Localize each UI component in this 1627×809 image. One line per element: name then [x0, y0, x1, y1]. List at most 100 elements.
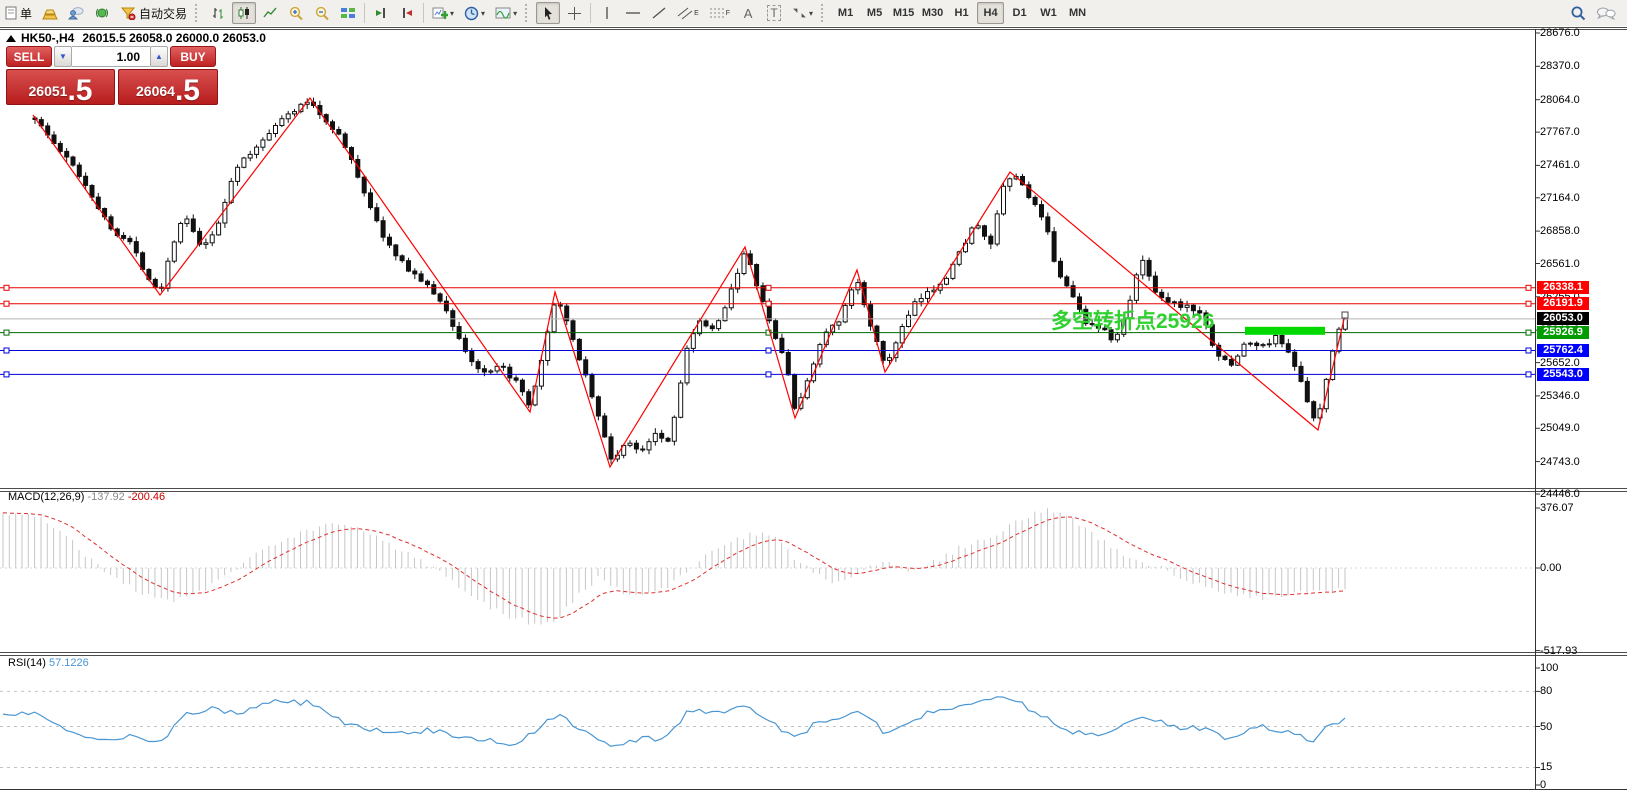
price-level-tag: 25543.0 — [1537, 368, 1589, 381]
line-chart-icon — [262, 6, 278, 20]
timeframe-mn-button[interactable]: MN — [1068, 7, 1087, 19]
rsi-scale-label: 80 — [1540, 685, 1553, 697]
arrows-button[interactable]: ▾ — [788, 2, 817, 24]
metaeditor-button[interactable] — [38, 2, 62, 24]
timeframe-m5-button[interactable]: M5 — [866, 7, 883, 19]
new-order-button[interactable]: 单 — [1, 2, 36, 24]
chart-line-button[interactable] — [258, 2, 282, 24]
zoom-out-icon — [314, 6, 330, 21]
fibonacci-button[interactable]: F — [705, 2, 734, 24]
channel-button[interactable]: E — [673, 2, 703, 24]
label-tool-icon: T — [767, 5, 781, 21]
indicators-button[interactable]: ▾ — [491, 2, 521, 24]
macd-main-value: -137.92 — [87, 491, 125, 503]
price-tick-label: 28064.0 — [1540, 94, 1580, 106]
toolbar-gripper[interactable] — [821, 4, 828, 22]
price-level-tag: 25926.9 — [1537, 326, 1589, 339]
auto-trading-button[interactable]: 自动交易 — [116, 2, 191, 24]
volume-increase-button[interactable]: ▲ — [150, 46, 168, 67]
rsi-scale-label: 0 — [1540, 779, 1547, 791]
new-chart-icon — [432, 6, 449, 20]
person-cloud-icon — [68, 6, 84, 20]
channel-badge: E — [694, 9, 699, 17]
search-button[interactable] — [1566, 2, 1590, 24]
horizontal-line-button[interactable] — [621, 2, 645, 24]
new-order-label: 单 — [20, 6, 33, 21]
text-label-button[interactable]: T — [762, 2, 786, 24]
chart-shift-button[interactable] — [395, 2, 419, 24]
rsi-value: 57.1226 — [48, 657, 89, 669]
zoom-in-button[interactable] — [284, 2, 308, 24]
price-level-tag: 26053.0 — [1537, 312, 1589, 325]
rsi-label: RSI(14) 57.1226 — [8, 657, 89, 669]
price-tick-label: 25346.0 — [1540, 390, 1580, 402]
profiles-button[interactable]: ▾ — [460, 2, 489, 24]
timeframe-m30-button[interactable]: M30 — [921, 7, 944, 19]
signals-button[interactable] — [64, 2, 88, 24]
timeframe-m15-button[interactable]: M15 — [892, 7, 915, 19]
new-chart-button[interactable]: ▾ — [428, 2, 458, 24]
auto-trading-label: 自动交易 — [139, 6, 188, 21]
sell-price-frac: .5 — [67, 74, 93, 107]
auto-scroll-button[interactable] — [369, 2, 393, 24]
one-click-collapse-toggle[interactable] — [6, 34, 16, 42]
price-tick-label: 25049.0 — [1540, 422, 1580, 434]
price-tick-label: 26561.0 — [1540, 258, 1580, 270]
chart-candles-button[interactable] — [232, 2, 257, 24]
chart-canvas[interactable] — [0, 26, 1627, 809]
trendline-icon — [651, 6, 667, 20]
gold-bar-icon — [42, 6, 58, 20]
timeframe-group: M1 M5 M15 M30 H1 H4 D1 W1 MN — [831, 2, 1092, 24]
auto-scroll-icon — [373, 6, 389, 20]
rsi-scale-label: 50 — [1540, 721, 1553, 733]
main-toolbar: 单 自动交易 — [0, 0, 1627, 26]
dropdown-arrow-icon: ▾ — [450, 8, 455, 18]
broadcast-icon — [94, 6, 110, 20]
timeframe-d1-button[interactable]: D1 — [1012, 7, 1027, 19]
buy-price-button[interactable]: 26064 .5 — [118, 69, 218, 107]
price-tick-label: 28370.0 — [1540, 60, 1580, 72]
clock-icon — [464, 6, 479, 21]
toolbar-gripper[interactable] — [195, 4, 202, 22]
ohlc-values: 26015.5 26058.0 26000.0 26053.0 — [82, 31, 266, 45]
news-button[interactable] — [90, 2, 114, 24]
volume-decrease-button[interactable]: ▼ — [54, 46, 72, 67]
price-tick-label: 28676.0 — [1540, 27, 1580, 39]
chat-button[interactable] — [1592, 2, 1620, 24]
macd-scale-label: 376.07 — [1540, 502, 1574, 514]
price-level-tag: 25762.4 — [1537, 344, 1589, 357]
cursor-button[interactable] — [536, 2, 561, 24]
crosshair-button[interactable] — [562, 2, 586, 24]
fibonacci-badge: F — [725, 9, 731, 17]
volume-stepper: ▼ ▲ — [54, 46, 168, 67]
timeframe-h4-button[interactable]: H4 — [977, 2, 1005, 24]
green-zone — [1245, 326, 1325, 335]
buy-button[interactable]: BUY — [170, 46, 216, 67]
buy-price-frac: .5 — [174, 74, 200, 107]
timeframe-m1-button[interactable]: M1 — [837, 7, 854, 19]
dropdown-arrow-icon: ▾ — [481, 8, 486, 18]
sell-price-main: 26051 — [28, 83, 68, 99]
bar-chart-icon — [210, 6, 226, 20]
time-axis[interactable]: 28 Aug 20183 Sep 05:007 Sep 05:0013 Sep … — [0, 790, 1627, 809]
toolbar-right-group — [1565, 2, 1621, 24]
new-order-icon — [5, 6, 17, 20]
timeframe-w1-button[interactable]: W1 — [1040, 7, 1057, 19]
volume-input[interactable] — [72, 46, 150, 67]
zoom-out-button[interactable] — [310, 2, 334, 24]
toolbar-gripper[interactable] — [525, 4, 532, 22]
rsi-scale-label: 100 — [1540, 662, 1559, 674]
text-button[interactable]: A — [736, 2, 760, 24]
turning-point-annotation[interactable]: 多空转折点25926 — [1051, 310, 1215, 333]
trendline-button[interactable] — [647, 2, 671, 24]
macd-scale-label: 0.00 — [1540, 562, 1562, 574]
tile-windows-button[interactable] — [336, 2, 360, 24]
sell-price-button[interactable]: 26051 .5 — [6, 69, 115, 107]
price-tick-label: 24743.0 — [1540, 456, 1580, 468]
vertical-line-button[interactable] — [595, 2, 619, 24]
sell-button[interactable]: SELL — [6, 46, 52, 67]
panel-borders — [0, 27, 1627, 794]
chart-bars-button[interactable] — [206, 2, 230, 24]
timeframe-h1-button[interactable]: H1 — [954, 7, 969, 19]
